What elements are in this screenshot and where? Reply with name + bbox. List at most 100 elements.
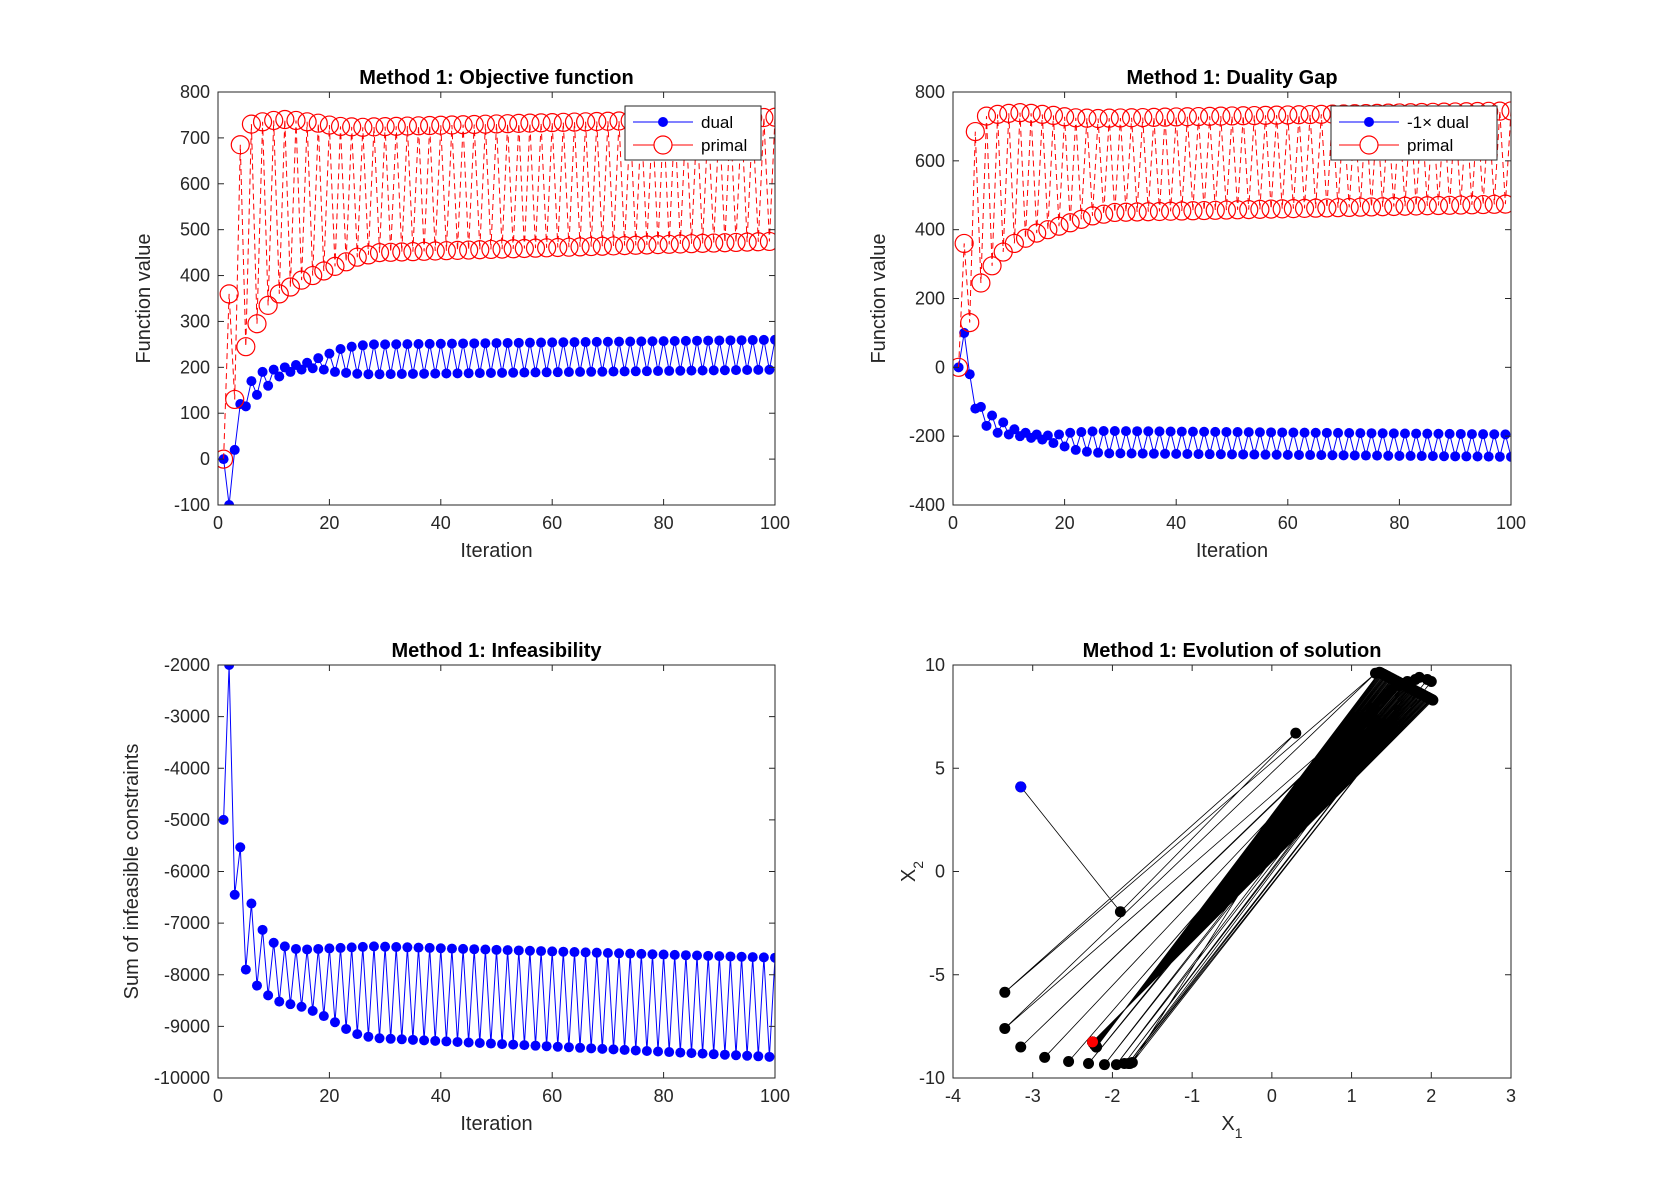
x-tick-label: 20 xyxy=(1055,513,1075,533)
data-point xyxy=(965,121,985,142)
y-tick-label: 600 xyxy=(915,151,945,171)
y-tick-label: -7000 xyxy=(164,913,210,933)
data-point xyxy=(263,380,274,391)
data-point xyxy=(385,1033,396,1044)
plot-area xyxy=(218,665,775,1078)
data-point xyxy=(368,339,379,350)
data-point xyxy=(563,1042,574,1053)
axes-box xyxy=(217,91,776,506)
data-point xyxy=(1244,105,1264,126)
data-point xyxy=(313,943,324,954)
data-point xyxy=(603,236,624,256)
data-point xyxy=(619,366,630,377)
x-tick-label: 100 xyxy=(1496,513,1526,533)
data-point xyxy=(1070,444,1081,455)
data-point xyxy=(1440,195,1460,215)
data-point xyxy=(1166,107,1186,127)
data-point xyxy=(296,364,307,375)
data-point xyxy=(264,110,284,131)
data-point xyxy=(971,273,991,293)
data-point xyxy=(1472,451,1483,462)
data-point xyxy=(1478,429,1489,440)
data-point xyxy=(625,948,636,959)
data-point xyxy=(503,239,523,259)
data-point xyxy=(291,270,312,290)
data-point xyxy=(1194,200,1214,221)
data-point xyxy=(1171,448,1182,459)
data-point xyxy=(541,367,552,378)
data-point xyxy=(1048,438,1059,449)
data-point xyxy=(1239,199,1259,220)
data-point xyxy=(1338,450,1349,461)
solution-start-point xyxy=(1015,781,1027,793)
data-point xyxy=(1361,197,1382,217)
data-point xyxy=(614,336,625,347)
data-point xyxy=(697,365,708,376)
data-point xyxy=(229,889,240,900)
data-point xyxy=(552,1041,563,1052)
data-point xyxy=(1344,428,1355,439)
y-tick-label: 0 xyxy=(935,357,945,377)
data-point xyxy=(247,314,267,334)
series-line-2 xyxy=(223,117,775,460)
data-point xyxy=(530,1040,541,1051)
data-point xyxy=(452,1036,463,1047)
data-point xyxy=(1215,449,1226,460)
data-point xyxy=(1451,195,1471,215)
y-tick-label: 0 xyxy=(935,862,945,882)
x-tick-label: 2 xyxy=(1426,1086,1436,1106)
data-point xyxy=(459,240,479,260)
legend-marker xyxy=(1364,117,1374,127)
data-point xyxy=(1384,196,1404,217)
data-point xyxy=(602,336,613,347)
data-point xyxy=(435,943,446,954)
data-point xyxy=(1110,108,1131,128)
data-point xyxy=(747,952,758,963)
x-axis-label: X1 xyxy=(1221,1113,1242,1141)
legend: -1× dual primal xyxy=(1330,105,1498,161)
data-point xyxy=(726,232,746,253)
data-point xyxy=(680,950,691,961)
data-point xyxy=(736,951,747,962)
data-point xyxy=(357,941,368,952)
data-point xyxy=(725,951,736,962)
data-point xyxy=(697,1048,708,1059)
data-point xyxy=(352,368,363,379)
data-point xyxy=(1484,194,1504,214)
x-tick-label: 3 xyxy=(1506,1086,1516,1106)
data-point xyxy=(737,232,757,252)
data-point xyxy=(474,368,485,379)
x-tick-label: 0 xyxy=(213,513,223,533)
data-point xyxy=(480,944,491,955)
data-point xyxy=(363,1031,374,1042)
data-point xyxy=(1377,428,1388,439)
data-point xyxy=(497,1039,508,1050)
data-point xyxy=(307,1005,318,1016)
data-point xyxy=(1015,228,1036,248)
data-point xyxy=(452,368,463,379)
data-point xyxy=(453,115,473,135)
data-point xyxy=(235,842,246,853)
solution-point xyxy=(1114,906,1126,918)
y-tick-label: -4000 xyxy=(164,758,210,778)
data-point xyxy=(413,338,424,349)
data-point xyxy=(319,115,339,135)
x-tick-label: 40 xyxy=(431,513,451,533)
data-point xyxy=(736,335,747,346)
data-point xyxy=(992,427,1003,438)
data-point xyxy=(625,336,636,347)
data-point xyxy=(659,234,679,254)
data-point xyxy=(647,949,658,960)
legend-entry-label: dual xyxy=(701,113,733,132)
data-point xyxy=(1500,429,1511,440)
data-point xyxy=(1232,427,1243,438)
data-point xyxy=(1127,202,1147,222)
data-point xyxy=(485,1038,496,1049)
data-point xyxy=(1339,197,1359,218)
data-point xyxy=(368,941,379,952)
data-point xyxy=(224,500,235,505)
x-tick-label: 100 xyxy=(760,513,790,533)
data-point xyxy=(374,1033,385,1044)
data-point xyxy=(1305,450,1316,461)
data-point xyxy=(498,114,518,134)
